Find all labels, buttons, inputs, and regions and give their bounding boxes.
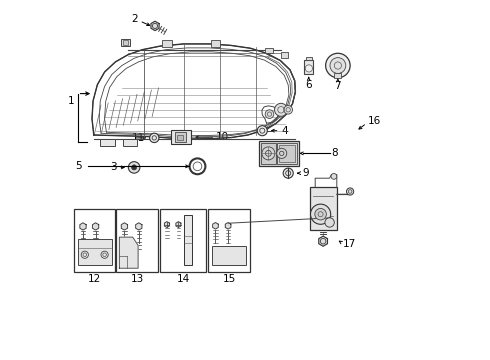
Bar bbox=[117, 209, 158, 272]
Polygon shape bbox=[164, 222, 170, 228]
Bar bbox=[281, 52, 288, 58]
Text: 15: 15 bbox=[222, 274, 236, 284]
Text: 12: 12 bbox=[88, 274, 101, 284]
Bar bbox=[160, 209, 206, 272]
Bar bbox=[122, 139, 137, 146]
Text: 11: 11 bbox=[132, 133, 145, 143]
Text: 10: 10 bbox=[216, 132, 229, 142]
Circle shape bbox=[277, 148, 287, 158]
Circle shape bbox=[149, 133, 159, 143]
Text: 3: 3 bbox=[110, 162, 117, 172]
Polygon shape bbox=[176, 222, 181, 228]
Circle shape bbox=[305, 65, 313, 72]
Bar bbox=[100, 139, 115, 146]
Text: 14: 14 bbox=[176, 274, 190, 284]
Text: 4: 4 bbox=[281, 126, 288, 136]
Bar bbox=[277, 143, 297, 164]
Bar bbox=[77, 239, 112, 265]
Bar bbox=[184, 215, 192, 265]
Bar bbox=[310, 187, 337, 230]
Circle shape bbox=[128, 162, 140, 173]
Circle shape bbox=[330, 58, 346, 73]
Circle shape bbox=[284, 105, 293, 114]
Bar bbox=[265, 48, 273, 53]
Polygon shape bbox=[225, 222, 231, 229]
Circle shape bbox=[311, 204, 331, 224]
Bar bbox=[304, 60, 314, 74]
Polygon shape bbox=[80, 223, 86, 230]
Bar bbox=[259, 141, 299, 166]
Bar bbox=[122, 40, 127, 45]
Circle shape bbox=[131, 165, 137, 170]
Polygon shape bbox=[120, 237, 138, 268]
Polygon shape bbox=[213, 222, 218, 229]
Circle shape bbox=[315, 208, 326, 220]
Bar bbox=[211, 40, 220, 47]
Bar bbox=[162, 40, 172, 47]
Bar bbox=[175, 132, 186, 142]
Text: 8: 8 bbox=[331, 148, 338, 158]
Text: 1: 1 bbox=[68, 96, 75, 106]
Bar bbox=[177, 135, 183, 140]
Text: 17: 17 bbox=[343, 239, 357, 249]
Polygon shape bbox=[151, 21, 159, 31]
Circle shape bbox=[274, 103, 288, 116]
Bar bbox=[261, 143, 275, 164]
Circle shape bbox=[325, 218, 334, 227]
Text: 6: 6 bbox=[305, 80, 312, 90]
Circle shape bbox=[265, 110, 274, 118]
Bar bbox=[74, 209, 116, 272]
Text: 13: 13 bbox=[130, 274, 144, 284]
Bar bbox=[212, 246, 246, 265]
Bar bbox=[171, 130, 191, 144]
Text: 7: 7 bbox=[335, 81, 341, 91]
Text: 2: 2 bbox=[131, 14, 138, 24]
Bar bbox=[306, 57, 312, 60]
Polygon shape bbox=[319, 236, 327, 246]
Circle shape bbox=[257, 126, 268, 136]
Text: 9: 9 bbox=[303, 168, 309, 178]
Circle shape bbox=[262, 147, 275, 160]
Polygon shape bbox=[136, 223, 142, 230]
Polygon shape bbox=[122, 223, 127, 230]
Polygon shape bbox=[93, 223, 98, 230]
Text: 16: 16 bbox=[368, 116, 381, 126]
Circle shape bbox=[331, 174, 337, 179]
Circle shape bbox=[326, 53, 350, 78]
Circle shape bbox=[346, 188, 354, 195]
Bar bbox=[208, 209, 250, 272]
Bar bbox=[121, 39, 130, 46]
Circle shape bbox=[283, 168, 293, 178]
Bar bbox=[334, 73, 342, 78]
Text: 5: 5 bbox=[75, 161, 82, 171]
Bar bbox=[279, 145, 295, 162]
